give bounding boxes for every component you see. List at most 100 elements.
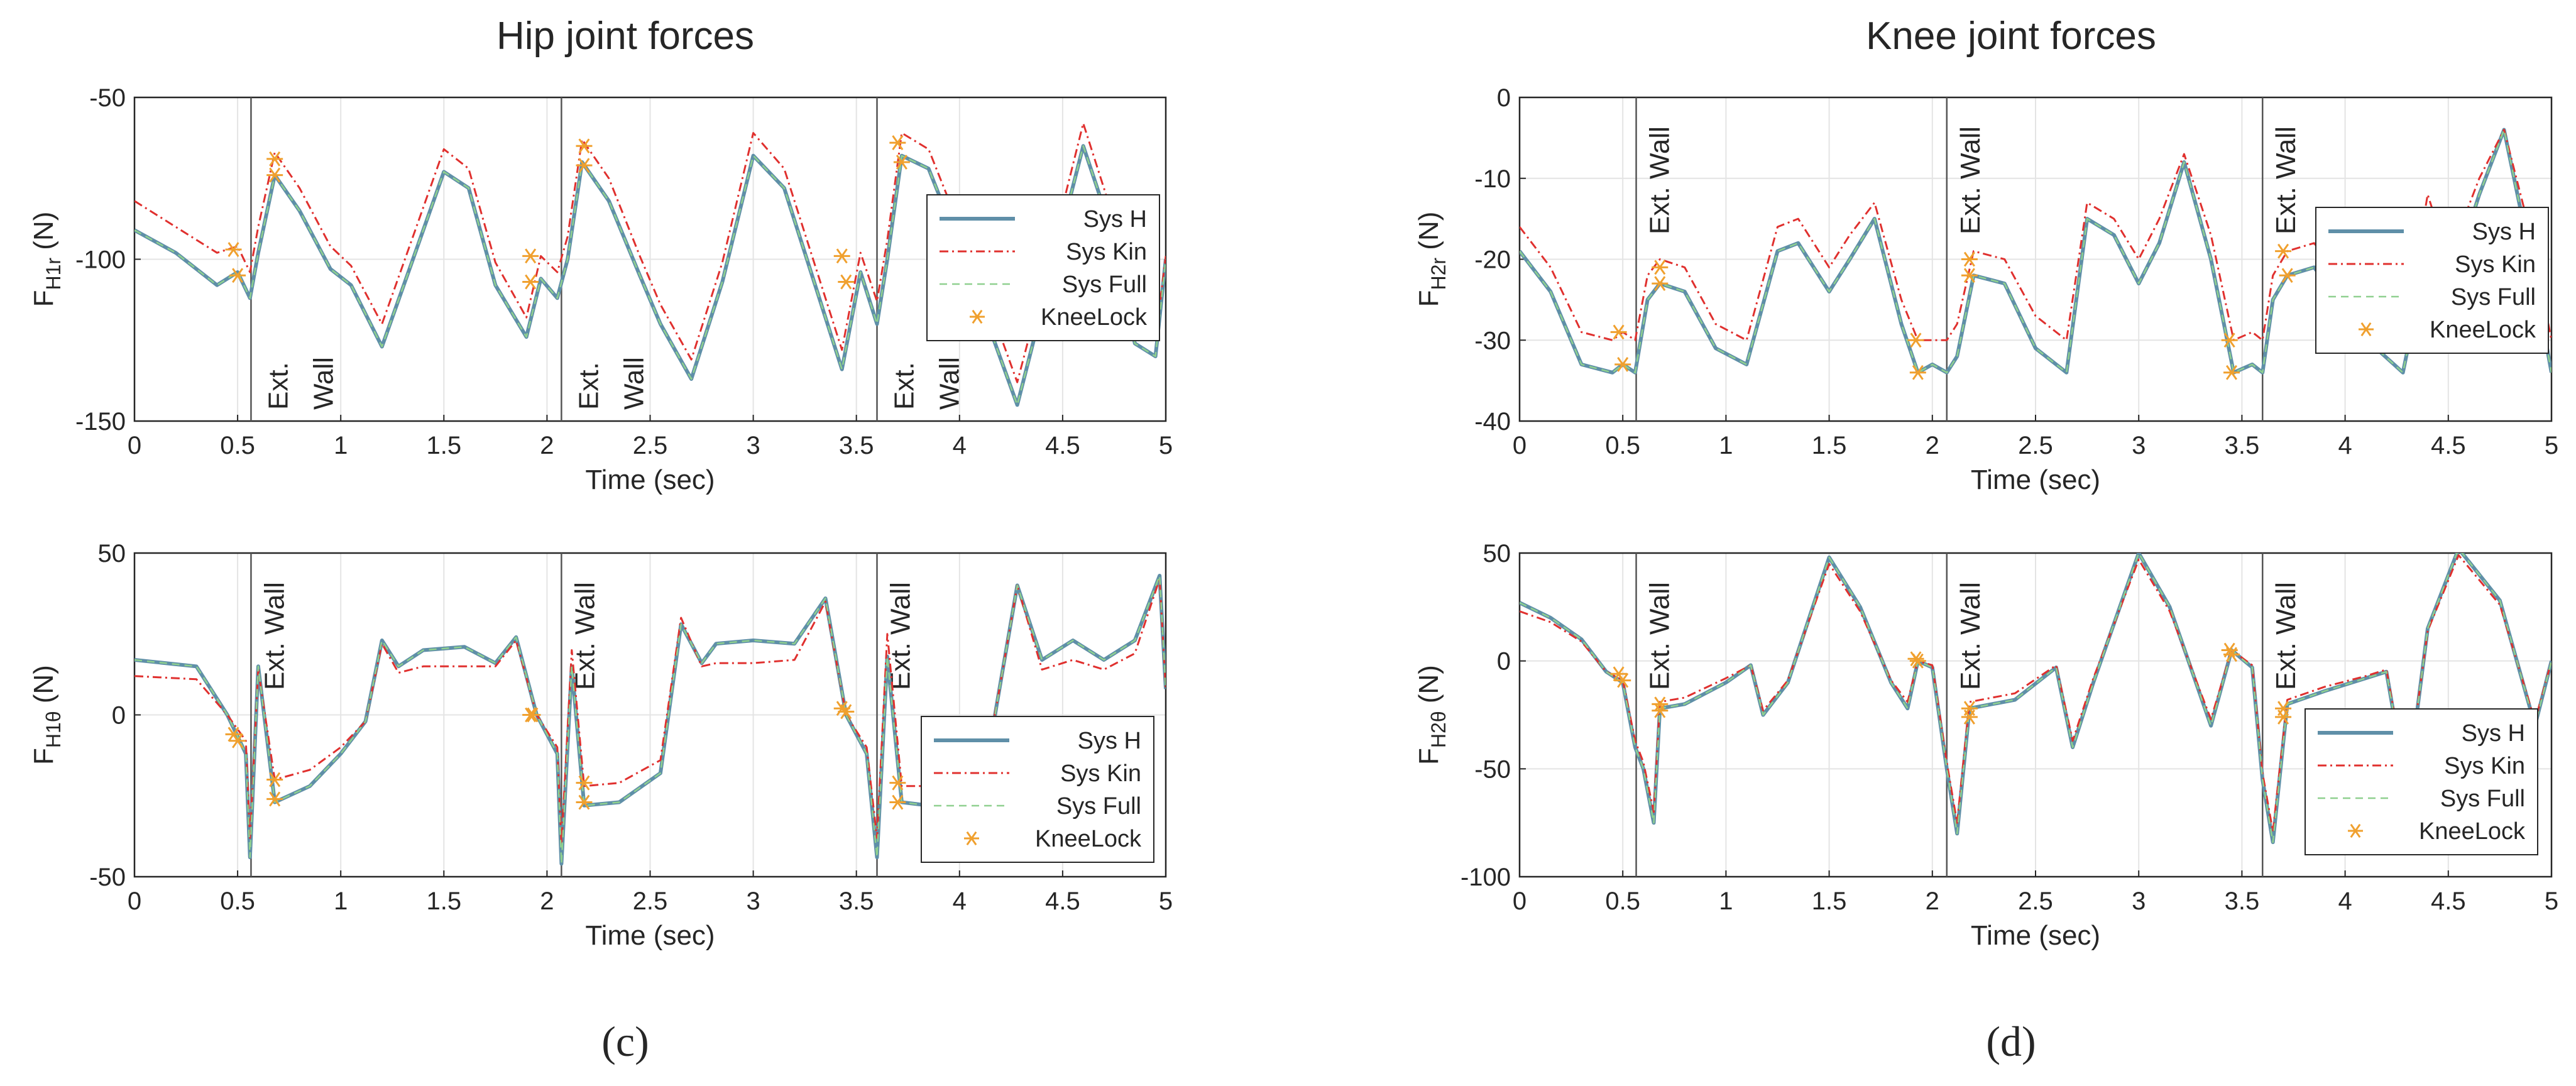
kneelock-marker	[838, 704, 855, 720]
legend-label: Sys H	[1078, 728, 1141, 754]
kneelock-marker	[1652, 703, 1669, 718]
legend: Sys H Sys Kin Sys Full KneeLock	[926, 194, 1160, 341]
wall-label: Ext. Wall	[259, 582, 290, 690]
kneelock-marker	[1907, 332, 1924, 348]
kneelock-stroke	[578, 138, 590, 154]
kneelock-marker	[229, 268, 246, 283]
y-tick-label: -100	[1461, 864, 1511, 891]
y-tick-label: 50	[98, 540, 126, 568]
y-tick-label: 50	[1483, 540, 1511, 568]
wall-label: Ext. Wall	[2271, 126, 2301, 234]
x-tick-label: 0	[1513, 887, 1526, 915]
x-tick-label: 3.5	[2225, 432, 2260, 459]
kneelock-marker	[2275, 243, 2292, 259]
legend: Sys H Sys Kin Sys Full KneeLock	[921, 716, 1154, 863]
legend-box	[921, 716, 1154, 863]
legend-label: KneeLock	[1035, 826, 1142, 852]
legend: Sys H Sys Kin Sys Full KneeLock	[2305, 708, 2538, 855]
kneelock-stroke	[892, 775, 904, 791]
kneelock-marker	[576, 158, 593, 173]
legend-label: KneeLock	[2430, 317, 2536, 343]
y-tick-label: 0	[1497, 84, 1511, 112]
kneelock-marker	[889, 794, 906, 810]
kneelock-marker	[576, 794, 593, 810]
kneelock-marker	[2223, 647, 2240, 662]
kneelock-marker	[266, 151, 283, 167]
kneelock-marker	[1961, 251, 1978, 267]
legend-label: Sys H	[1083, 206, 1147, 233]
kneelock-stroke	[578, 158, 590, 173]
x-tick-label: 4.5	[2431, 887, 2466, 915]
kneelock-stroke	[2225, 647, 2238, 662]
x-tick-label: 4.5	[2431, 432, 2466, 459]
legend: Sys H Sys Kin Sys Full KneeLock	[2315, 207, 2549, 354]
kneelock-stroke	[1910, 332, 1922, 348]
x-tick-label: 0	[128, 887, 141, 915]
legend-label: Sys Kin	[1066, 239, 1147, 265]
x-axis-label: Time (sec)	[1971, 920, 2100, 951]
wall-label: Wall	[618, 357, 649, 410]
x-tick-label: 2	[540, 887, 554, 915]
kneelock-stroke	[227, 242, 239, 257]
x-tick-label: 2.5	[633, 432, 668, 459]
series-sys-kin	[134, 122, 1166, 383]
x-tick-label: 0.5	[220, 887, 255, 915]
wall-label: Ext. Wall	[1645, 126, 1675, 234]
kneelock-stroke	[1617, 672, 1629, 688]
kneelock-stroke	[1654, 703, 1666, 718]
y-tick-label: -20	[1474, 246, 1511, 274]
legend-label: Sys Kin	[2455, 251, 2536, 278]
x-tick-label: 3	[746, 432, 760, 459]
kneelock-stroke	[1654, 260, 1666, 275]
x-tick-label: 5	[2545, 887, 2558, 915]
kneelock-marker	[1652, 276, 1669, 292]
x-tick-label: 1	[334, 887, 348, 915]
legend-label: KneeLock	[1041, 304, 1148, 331]
y-axis-label: FH2r (N)	[1413, 212, 1450, 307]
panel-c-title: Hip joint forces	[496, 14, 754, 58]
x-tick-label: 1.5	[1812, 432, 1847, 459]
kneelock-stroke	[232, 733, 244, 749]
y-tick-label: 0	[112, 702, 126, 730]
kneelock-stroke	[892, 135, 904, 151]
x-tick-label: 4	[953, 887, 967, 915]
wall-label: Ext.	[573, 362, 604, 410]
kneelock-stroke	[840, 274, 852, 290]
kneelock-stroke	[896, 155, 907, 170]
kneelock-marker	[1961, 710, 1978, 725]
x-tick-label: 0.5	[1605, 432, 1640, 459]
kneelock-stroke	[269, 772, 281, 787]
kneelock-marker	[266, 791, 283, 807]
y-tick-label: -50	[1474, 755, 1511, 783]
kneelock-marker	[1909, 365, 1926, 380]
y-axis-label: FH2θ (N)	[1413, 665, 1450, 765]
wall-label: Ext. Wall	[1955, 582, 1986, 690]
kneelock-marker	[2275, 710, 2292, 725]
x-tick-label: 2	[540, 432, 554, 459]
legend-marker	[966, 831, 977, 846]
legend-marker	[2350, 823, 2361, 838]
kneelock-stroke	[892, 794, 904, 810]
x-tick-label: 0.5	[220, 432, 255, 459]
wall-label: Ext.	[263, 362, 293, 410]
kneelock-stroke	[232, 268, 244, 283]
kneelock-stroke	[1654, 276, 1666, 292]
wall-label: Ext.	[889, 362, 920, 410]
x-tick-label: 1.5	[426, 887, 461, 915]
x-tick-label: 4	[2338, 432, 2352, 459]
panel-c-label: (c)	[601, 1017, 649, 1065]
kneelock-stroke	[525, 274, 537, 290]
kneelock-stroke	[2277, 710, 2289, 725]
x-tick-label: 3	[746, 887, 760, 915]
x-tick-label: 2	[1926, 887, 1939, 915]
kneelock-stroke	[578, 794, 590, 810]
x-tick-label: 3.5	[2225, 887, 2260, 915]
kneelock-marker	[1614, 672, 1631, 688]
y-tick-label: 0	[1497, 648, 1511, 676]
kneelock-stroke	[1963, 268, 1975, 283]
kneelock-stroke	[578, 775, 590, 791]
legend-marker	[972, 309, 983, 324]
wall-label: Ext. Wall	[2271, 582, 2301, 690]
x-tick-label: 0	[1513, 432, 1526, 459]
